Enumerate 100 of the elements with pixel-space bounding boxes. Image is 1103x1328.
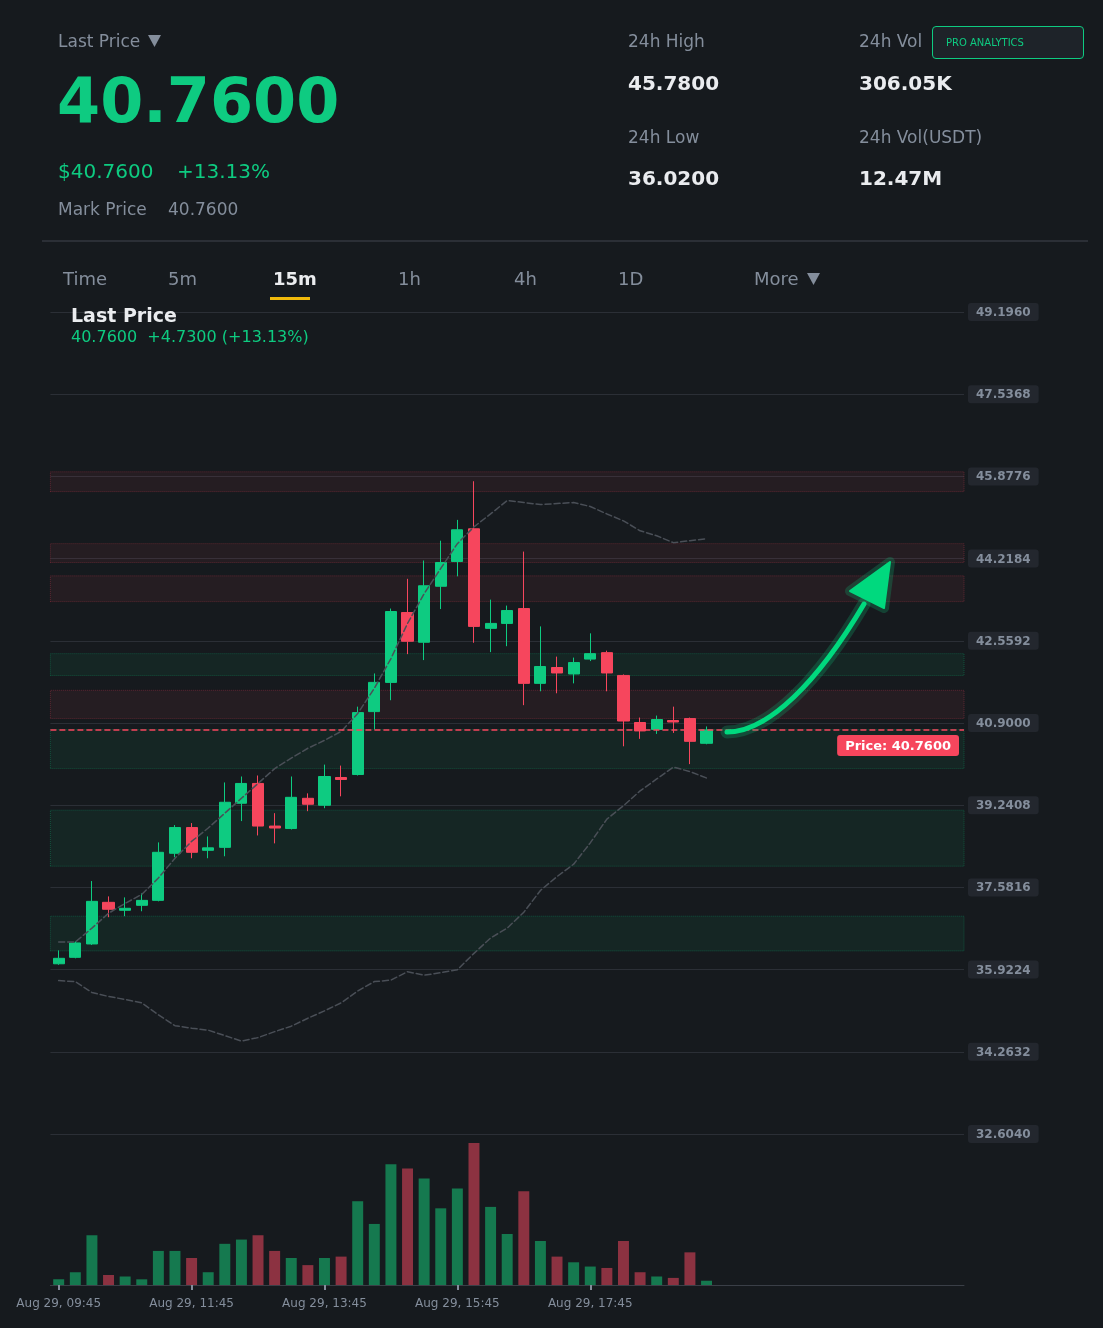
bar [534,1240,546,1285]
text: 36.0200 [628,166,720,190]
y-tick-label: 37.5816 [976,880,1031,895]
candlestick [352,706,364,777]
text: +13.13% [177,159,271,183]
candlestick [368,672,380,730]
candlestick [651,715,663,735]
text: 24h Low [628,127,700,147]
y-tick-label: 40.9000 [976,716,1031,730]
text: Time [63,268,108,289]
candlestick [700,725,713,745]
bar [103,1275,115,1285]
y-tick-label: 32.6040 [976,1127,1031,1141]
bar [485,1206,497,1285]
candlestick [53,949,65,966]
bar [684,1252,696,1285]
bar [468,1143,480,1285]
text: 40.7600 [57,64,340,137]
bar [368,1223,380,1285]
bar [152,1250,164,1285]
x-tick-label: Aug 29, 13:45 [282,1296,367,1310]
x-tick-label: Aug 29, 17:45 [547,1296,633,1310]
text: 40.7600 [168,199,239,219]
y-tick-label: 39.2408 [976,798,1031,813]
line-series [57,499,708,943]
candlestick [485,599,497,653]
text: 24h Vol(USDT) [859,127,983,147]
candlestick [235,776,247,822]
candlestick [418,560,430,661]
bar [319,1258,330,1285]
chart-title: Last Price [71,303,177,326]
text: More [754,268,799,289]
bar [335,1256,347,1285]
candlestick [385,608,397,701]
button: PRO ANALYTICS [932,26,1084,59]
x-tick-label: Aug 29, 15:45 [415,1296,500,1310]
candlestick [302,792,314,812]
bar [235,1239,247,1285]
candlestick [169,824,181,858]
bar [53,1279,65,1285]
bar [285,1258,297,1285]
candlestick [451,519,463,577]
bar [634,1272,646,1285]
bar [584,1266,596,1285]
text: 45.7800 [628,71,720,95]
candlestick [219,781,231,857]
candlestick [285,776,297,831]
bar [69,1272,81,1285]
bar [651,1276,663,1285]
text: 24h Vol [859,31,923,51]
bar [169,1250,181,1285]
candlestick [551,656,563,694]
bar [202,1272,214,1285]
bar [701,1280,713,1285]
bar [568,1262,580,1285]
candlestick [435,540,447,610]
bar [617,1240,629,1285]
bar [601,1267,613,1285]
candlestick [518,551,530,706]
candlestick [401,578,414,655]
bar [451,1188,463,1285]
bar [667,1277,679,1285]
bar [501,1233,513,1285]
candlestick [136,892,148,912]
bar [252,1235,264,1285]
bar [219,1243,231,1285]
text: 4h [514,268,537,289]
y-tick-label: 47.5368 [976,387,1031,402]
candlestick [335,765,347,797]
bar [269,1250,281,1285]
bar [352,1201,364,1285]
text: Last Price [58,31,141,51]
candlestick [69,940,81,959]
text: Mark Price [58,199,147,219]
ref-line-label: Price: 40.7600 [845,737,951,753]
x-tick-label: Aug 29, 09:45 [16,1296,102,1310]
text: 306.05K [859,71,952,95]
text: $40.7600 [58,159,154,183]
text: 1D [618,268,644,289]
y-tick-label: 45.8776 [976,469,1031,484]
candlestick [119,896,131,917]
candlestick [501,605,513,647]
text: 12.47M [859,166,943,190]
candlestick [534,625,546,692]
bar [418,1178,430,1285]
bar [385,1164,397,1285]
bar [119,1276,131,1285]
bar [518,1191,530,1285]
y-tick-label: 35.9224 [976,962,1031,977]
candlestick [186,822,198,859]
x-tick-label: Aug 29, 11:45 [149,1296,234,1310]
text: 5m [168,268,197,289]
candlestick [102,895,115,918]
y-tick-label: 42.5592 [976,633,1031,648]
bar [136,1279,148,1285]
y-tick-label: 44.2184 [976,551,1031,566]
candlestick [568,657,580,684]
text: 24h High [628,31,705,51]
candlestick [601,650,613,692]
candlestick [252,775,264,836]
